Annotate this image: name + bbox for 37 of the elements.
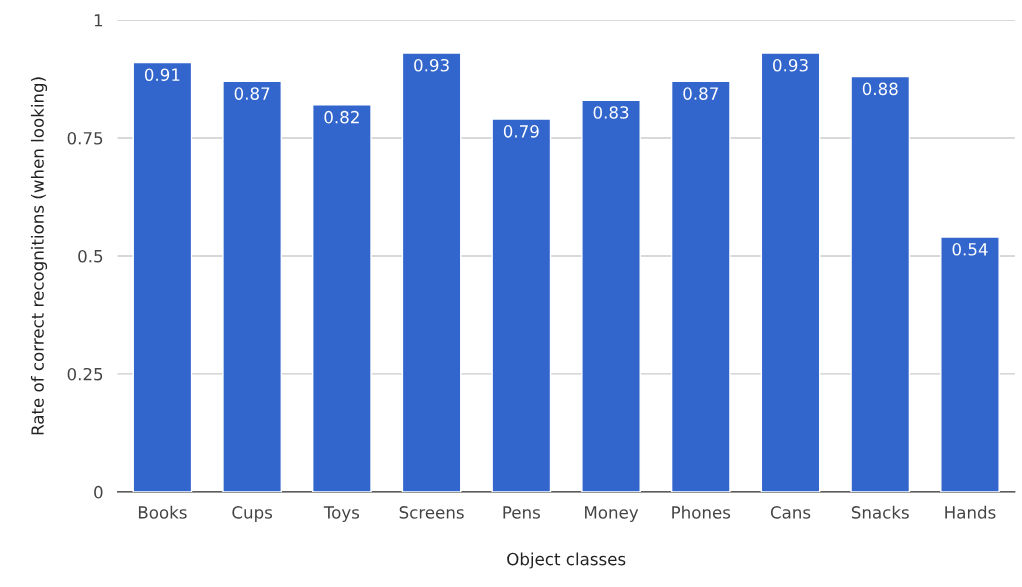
data-label: 0.93 bbox=[773, 58, 808, 72]
y-tick-label: 0.25 bbox=[67, 367, 103, 381]
data-label: 0.88 bbox=[862, 82, 898, 96]
y-axis-title: Rate of correct recognitions (when looking) bbox=[30, 77, 48, 435]
x-tick-label: Books bbox=[138, 505, 187, 519]
x-tick-label: Pens bbox=[503, 506, 540, 519]
y-tick-label: 0 bbox=[94, 485, 103, 499]
data-label: 0.87 bbox=[234, 87, 270, 100]
data-label: 0.79 bbox=[503, 125, 539, 138]
y-tick-label: 1 bbox=[94, 14, 103, 27]
bar bbox=[132, 61, 193, 492]
bar bbox=[222, 80, 282, 492]
bar bbox=[581, 99, 641, 492]
x-tick-label: Money bbox=[585, 506, 639, 522]
x-axis-title: Object classes bbox=[507, 552, 626, 569]
data-label: 0.87 bbox=[683, 87, 718, 100]
bar bbox=[940, 236, 1000, 492]
x-tick-label: Snacks bbox=[851, 505, 909, 519]
x-tick-label: Toys bbox=[323, 506, 360, 522]
bar bbox=[850, 75, 911, 492]
x-tick-label: Screens bbox=[399, 506, 464, 519]
bar bbox=[760, 52, 821, 492]
data-label: 0.82 bbox=[324, 110, 359, 124]
x-tick-label: Cups bbox=[232, 506, 273, 522]
data-label: 0.54 bbox=[952, 243, 988, 256]
data-label: 0.93 bbox=[414, 58, 449, 72]
x-tick-label: Hands bbox=[945, 505, 996, 519]
x-tick-label: Phones bbox=[672, 505, 731, 519]
bar bbox=[491, 118, 552, 492]
bar bbox=[401, 52, 462, 492]
y-tick-label: 0.5 bbox=[78, 249, 103, 263]
bar bbox=[312, 104, 372, 492]
y-tick-label: 0.75 bbox=[67, 131, 103, 145]
data-label: 0.83 bbox=[593, 106, 629, 119]
data-label: 0.91 bbox=[144, 68, 180, 81]
bar bbox=[670, 80, 731, 492]
x-tick-label: Cans bbox=[770, 506, 811, 519]
